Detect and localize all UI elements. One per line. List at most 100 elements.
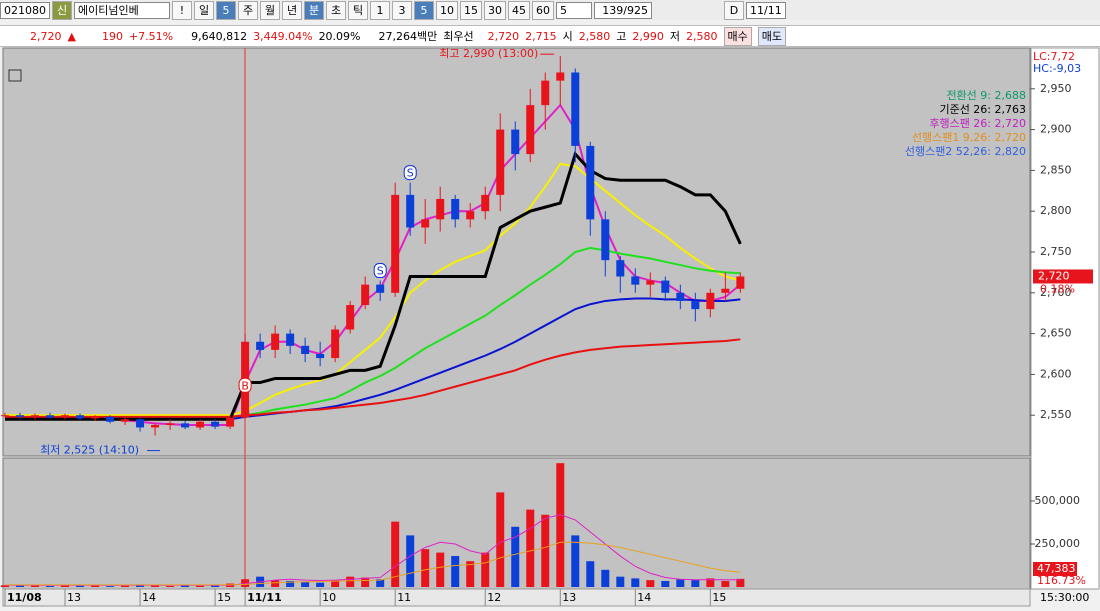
candle-body [121, 419, 130, 422]
interval-button[interactable]: 5 [414, 0, 434, 20]
interval-button[interactable]: 30 [484, 0, 506, 20]
volume-bar [46, 585, 55, 587]
bid: 2,715 [525, 29, 557, 43]
alert-button[interactable]: ! [172, 0, 192, 20]
x-tick-label: 13 [67, 591, 81, 604]
interval-button[interactable]: 60 [532, 0, 554, 20]
candle-body [556, 72, 565, 81]
volume-bar [181, 585, 190, 587]
volume-bar [121, 585, 130, 587]
last-volume-tag [1033, 562, 1077, 576]
interval-button[interactable]: 3 [392, 0, 412, 20]
volume-bar [211, 585, 220, 587]
candle-body [436, 198, 445, 220]
volume-bar [556, 463, 565, 587]
y-tick-label: 2,700 [1040, 286, 1072, 299]
candle-body [106, 416, 115, 422]
price-panel [2, 47, 1031, 457]
y-tick-label: 2,750 [1040, 245, 1072, 258]
sell-button[interactable]: 매도 [757, 26, 786, 46]
x-tick-label: 11/08 [7, 591, 42, 604]
volume-bar [16, 585, 25, 587]
volume: 9,640,812 [191, 29, 248, 43]
candle-body [736, 276, 745, 289]
candle-body [481, 194, 490, 212]
interval-input[interactable]: 5 [556, 1, 592, 19]
date-checkbox[interactable]: D [724, 0, 744, 20]
low: 2,580 [686, 29, 718, 43]
last-volume-label: 47,383 [1037, 562, 1076, 575]
volume-bar [526, 509, 535, 587]
volume-bar [91, 585, 100, 587]
high-label: 고 [616, 30, 627, 43]
period-button[interactable]: 월 [260, 0, 280, 20]
period-button[interactable]: 분 [304, 0, 324, 20]
candle-body [676, 292, 685, 301]
signal-label: S [377, 265, 384, 278]
candle-body [376, 284, 385, 293]
count: 139/925 [594, 1, 652, 19]
candle-body [661, 280, 670, 293]
ask: 2,720 [487, 29, 520, 43]
y-tick-label: 2,800 [1040, 204, 1072, 217]
candle-body [196, 421, 205, 428]
date-input[interactable]: 11/11 [746, 1, 786, 19]
period-button[interactable]: 주 [238, 0, 258, 20]
change-label: 0.18% [1040, 282, 1075, 295]
open: 2,580 [578, 29, 611, 43]
indicator-line [5, 338, 741, 418]
period-button[interactable]: 일 [194, 0, 214, 20]
code-input[interactable]: 021080 [0, 1, 50, 19]
interval-button[interactable]: 1 [370, 0, 390, 20]
toolbar: 021080 신 에이티넘인베 ! 일 5 주 월 년 분 초 틱 1 3 5 … [0, 0, 1100, 20]
y-tick-label: 2,550 [1040, 408, 1072, 421]
candle-body [616, 260, 625, 277]
volume-bar [106, 586, 115, 587]
volume-bar [316, 582, 325, 587]
period-button[interactable]: 5 [216, 0, 236, 20]
volume-bar [196, 585, 205, 587]
volume-bar [706, 578, 715, 587]
axis-header: HC:-9,03 [1033, 62, 1081, 75]
volume-bar [151, 584, 160, 587]
candle-body [331, 329, 340, 359]
period-button[interactable]: 초 [326, 0, 346, 20]
last-price-label: 2,720 [1038, 269, 1070, 282]
candle-body [166, 423, 175, 425]
stock-name: 에이티넘인베 [74, 1, 170, 19]
candle-body [466, 211, 475, 220]
y-tick-label: 2,850 [1040, 163, 1072, 176]
panel-icon [8, 69, 22, 82]
candle-body [31, 415, 40, 417]
badge: 신 [52, 0, 72, 20]
candle-body [211, 421, 220, 427]
candle-body [61, 415, 70, 418]
signal-marker [403, 165, 417, 181]
candle-body [316, 354, 325, 359]
candle-body [541, 80, 550, 106]
candle-body [706, 292, 715, 310]
interval-button[interactable]: 45 [508, 0, 530, 20]
legend-entry: 전환선 9: 2,688 [946, 89, 1026, 102]
y-tick-label: 250,000 [1035, 537, 1081, 550]
volume-bar [61, 585, 70, 587]
interval-button[interactable]: 15 [460, 0, 482, 20]
volume-bar [721, 580, 730, 587]
volume-bar [76, 585, 85, 587]
volume-bar [616, 576, 625, 587]
candle-body [271, 333, 280, 350]
candle-body [181, 423, 190, 428]
buy-button[interactable]: 매수 [723, 26, 752, 46]
volume-bar [331, 580, 340, 587]
candle-body [646, 280, 655, 285]
period-button[interactable]: 년 [282, 0, 302, 20]
interval-button[interactable]: 10 [436, 0, 458, 20]
time-label: 15:30:00 [1040, 591, 1089, 604]
period-button[interactable]: 틱 [348, 0, 368, 20]
candle-body [151, 424, 160, 428]
volume-bar [376, 579, 385, 587]
y-tick-label: 2,650 [1040, 327, 1072, 340]
candle-body [226, 417, 235, 427]
volume-bar [31, 584, 40, 587]
signal-label: S [407, 167, 414, 180]
